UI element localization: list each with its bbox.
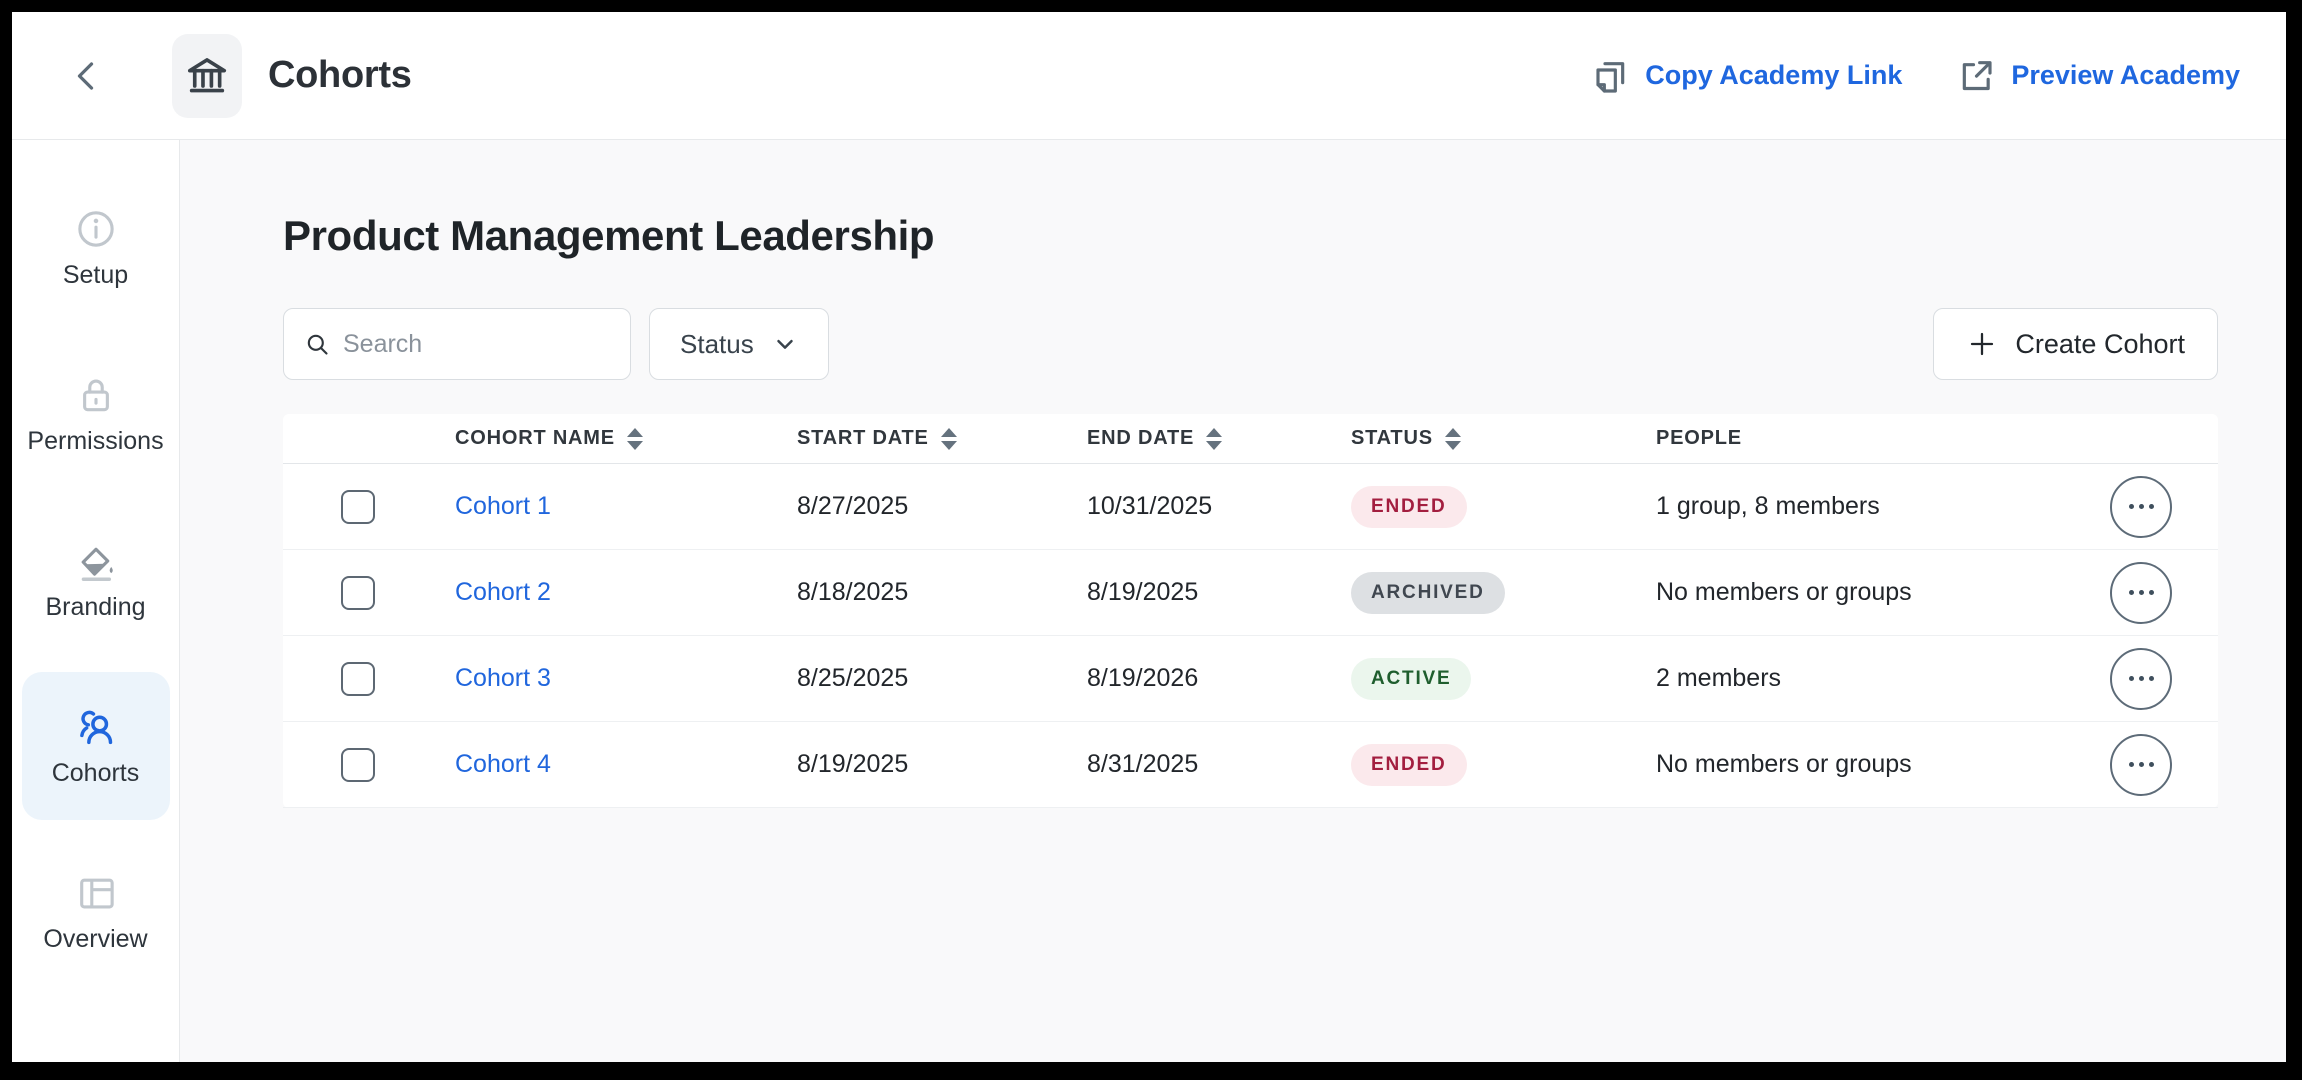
top-header: Cohorts Copy Academy Link	[12, 12, 2286, 140]
column-header-end-date[interactable]: END DATE	[1087, 427, 1351, 450]
sort-arrows-icon[interactable]	[626, 427, 643, 450]
preview-academy-label: Preview Academy	[2011, 60, 2240, 90]
status-badge: ENDED	[1351, 485, 1467, 528]
start-date-cell: 8/25/2025	[797, 664, 909, 692]
sidebar-item-label: Permissions	[27, 427, 164, 455]
sidebar-item-label: Cohorts	[51, 759, 140, 787]
table-row: Cohort 3 8/25/2025 8/19/2026 ACTIVE 2 me…	[283, 636, 2218, 722]
end-date-cell: 10/31/2025	[1087, 492, 1213, 520]
column-header-start-date[interactable]: START DATE	[797, 427, 1087, 450]
sidebar-item-overview[interactable]: Overview	[22, 838, 170, 986]
row-actions-menu-button[interactable]	[2110, 733, 2172, 796]
start-date-cell: 8/27/2025	[797, 492, 909, 520]
table-row: Cohort 1 8/27/2025 10/31/2025 ENDED 1 gr…	[283, 464, 2218, 550]
body: Setup Permissions	[12, 140, 2286, 1062]
status-badge: ARCHIVED	[1351, 571, 1505, 614]
cohort-name-link[interactable]: Cohort 3	[455, 664, 551, 692]
search-icon	[304, 331, 331, 358]
academy-title: Product Management Leadership	[283, 212, 935, 259]
sort-arrows-icon[interactable]	[1206, 427, 1223, 450]
end-date-cell: 8/31/2025	[1087, 750, 1199, 778]
back-button[interactable]	[64, 53, 110, 99]
preview-academy-button[interactable]: Preview Academy	[1956, 56, 2240, 96]
sidebar-item-label: Branding	[45, 593, 146, 621]
sidebar-item-cohorts[interactable]: Cohorts	[21, 672, 170, 820]
row-actions-menu-button[interactable]	[2110, 475, 2172, 538]
plus-icon	[1966, 328, 1998, 360]
status-filter-label: Status	[680, 328, 754, 359]
ellipsis-icon	[2128, 762, 2134, 767]
paint-bucket-icon	[74, 538, 118, 584]
info-icon	[74, 206, 118, 252]
people-icon	[74, 704, 118, 750]
row-checkbox[interactable]	[341, 575, 375, 610]
column-header-status[interactable]: STATUS	[1351, 427, 1656, 450]
sort-arrows-icon[interactable]	[1444, 427, 1461, 450]
cohorts-table: COHORT NAME START DATE END DATE STATUS	[283, 414, 2218, 808]
ellipsis-icon	[2128, 590, 2134, 595]
cohort-name-link[interactable]: Cohort 4	[455, 750, 551, 778]
sidebar-item-permissions[interactable]: Permissions	[22, 340, 170, 488]
status-badge: ACTIVE	[1351, 657, 1472, 700]
column-header-people: PEOPLE	[1656, 427, 1742, 449]
ellipsis-icon	[2128, 676, 2134, 681]
start-date-cell: 8/18/2025	[797, 578, 909, 606]
status-badge: ENDED	[1351, 743, 1467, 786]
row-checkbox[interactable]	[341, 747, 375, 782]
end-date-cell: 8/19/2025	[1087, 578, 1199, 606]
people-cell: No members or groups	[1656, 750, 1912, 778]
sidebar-item-setup[interactable]: Setup	[22, 174, 170, 322]
bank-icon	[184, 53, 230, 99]
search-box[interactable]	[283, 308, 631, 380]
cohort-name-link[interactable]: Cohort 1	[455, 492, 551, 520]
table-row: Cohort 2 8/18/2025 8/19/2025 ARCHIVED No…	[283, 550, 2218, 636]
table-header-row: COHORT NAME START DATE END DATE STATUS	[283, 414, 2218, 464]
sort-arrows-icon[interactable]	[940, 427, 957, 450]
copy-academy-link-label: Copy Academy Link	[1645, 60, 1903, 90]
row-actions-menu-button[interactable]	[2110, 647, 2172, 710]
people-cell: 2 members	[1656, 664, 1782, 692]
main-content: Product Management Leadership Status	[180, 140, 2286, 1062]
row-checkbox[interactable]	[341, 661, 375, 696]
lock-icon	[74, 372, 118, 418]
sidebar-item-branding[interactable]: Branding	[22, 506, 170, 654]
ellipsis-icon	[2128, 504, 2134, 509]
academy-icon-tile	[172, 33, 242, 118]
table-row: Cohort 4 8/19/2025 8/31/2025 ENDED No me…	[283, 722, 2218, 808]
copy-academy-link-button[interactable]: Copy Academy Link	[1590, 56, 1902, 96]
external-link-icon	[1956, 56, 1996, 96]
create-cohort-button[interactable]: Create Cohort	[1933, 308, 2218, 380]
people-cell: No members or groups	[1656, 578, 1912, 606]
header-actions: Copy Academy Link Preview Academy	[1590, 56, 2240, 96]
row-checkbox[interactable]	[341, 489, 375, 524]
copy-icon	[1590, 56, 1630, 96]
end-date-cell: 8/19/2026	[1087, 664, 1199, 692]
app-window: Cohorts Copy Academy Link	[12, 12, 2286, 1062]
page-title: Cohorts	[268, 54, 412, 96]
status-filter-dropdown[interactable]: Status	[649, 308, 829, 380]
people-cell: 1 group, 8 members	[1656, 492, 1880, 520]
sidebar-item-label: Overview	[43, 925, 148, 953]
chevron-left-icon	[69, 58, 105, 94]
layout-icon	[74, 870, 118, 916]
cohort-name-link[interactable]: Cohort 2	[455, 578, 551, 606]
settings-sidebar: Setup Permissions	[12, 140, 180, 1062]
search-input[interactable]	[343, 329, 610, 359]
row-actions-menu-button[interactable]	[2110, 561, 2172, 624]
column-header-cohort-name[interactable]: COHORT NAME	[455, 427, 797, 450]
create-cohort-label: Create Cohort	[2015, 328, 2185, 359]
sidebar-item-label: Setup	[62, 261, 129, 289]
chevron-down-icon	[772, 331, 798, 357]
start-date-cell: 8/19/2025	[797, 750, 909, 778]
toolbar: Status Create Cohort	[283, 308, 2218, 380]
